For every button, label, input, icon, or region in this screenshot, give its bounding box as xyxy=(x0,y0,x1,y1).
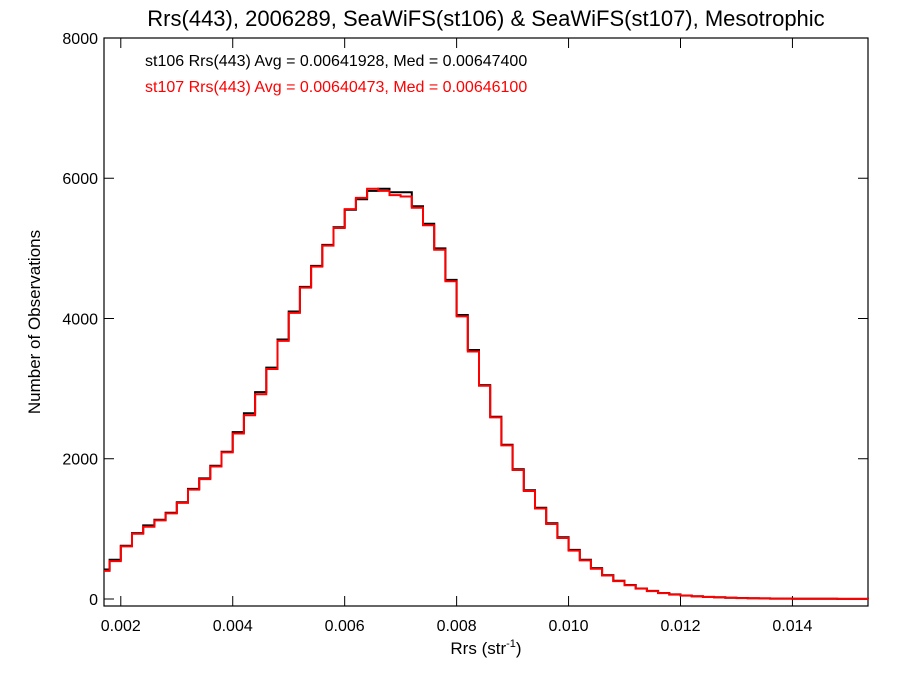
y-tick-label: 8000 xyxy=(62,31,98,48)
legend-entry-st106: st106 Rrs(443) Avg = 0.00641928, Med = 0… xyxy=(145,53,527,70)
x-tick-label: 0.008 xyxy=(437,618,477,635)
x-tick-label: 0.010 xyxy=(549,618,589,635)
y-tick-label: 2000 xyxy=(62,452,98,469)
series-st107-line xyxy=(104,187,869,600)
x-axis-label: Rrs (str-1) xyxy=(450,638,521,658)
x-axis-label-main: Rrs (str xyxy=(450,639,506,658)
x-axis-label-end: ) xyxy=(516,639,522,658)
y-tick-label: 6000 xyxy=(62,171,98,188)
x-tick-label: 0.012 xyxy=(660,618,700,635)
plot-frame xyxy=(103,37,869,607)
plot-area xyxy=(103,37,869,607)
legend-entry-st107: st107 Rrs(443) Avg = 0.00640473, Med = 0… xyxy=(145,79,527,96)
x-tick-label: 0.006 xyxy=(325,618,365,635)
chart-title: Rrs(443), 2006289, SeaWiFS(st106) & SeaW… xyxy=(147,6,824,31)
y-tick-label: 4000 xyxy=(62,311,98,328)
series-st106-line xyxy=(104,187,869,600)
x-axis-label-superscript: -1 xyxy=(506,638,516,650)
series-layer xyxy=(104,187,869,600)
x-tick-label: 0.014 xyxy=(772,618,812,635)
y-axis: 0 2000 4000 6000 8000 xyxy=(62,31,868,609)
y-axis-label: Number of Observations xyxy=(25,230,44,414)
x-tick-label: 0.002 xyxy=(101,618,141,635)
y-tick-label: 0 xyxy=(89,592,98,609)
x-axis: 0.002 0.004 0.006 0.008 0.010 0.012 0.014 xyxy=(101,38,813,635)
x-tick-label: 0.004 xyxy=(213,618,253,635)
